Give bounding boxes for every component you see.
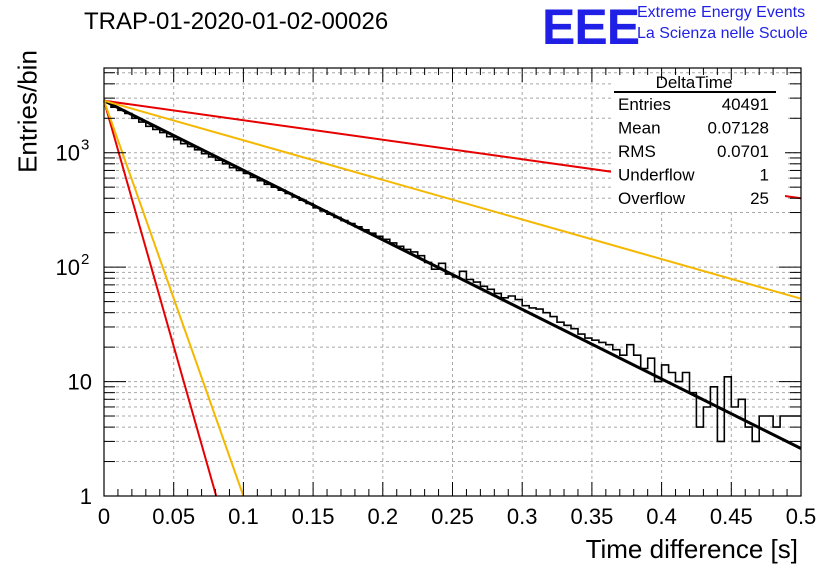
- x-tick-label: 0.15: [292, 504, 335, 529]
- x-tick-label: 0.45: [710, 504, 753, 529]
- x-tick-label: 0.5: [786, 504, 817, 529]
- fit-line-black: [103, 99, 802, 450]
- x-axis-label: Time difference [s]: [585, 534, 798, 564]
- stats-row-value: 0.0701: [717, 142, 769, 161]
- stats-box-title: DeltaTime: [656, 73, 733, 92]
- reference-line: [103, 100, 218, 497]
- x-tick-label: 0.3: [507, 504, 538, 529]
- reference-line: [103, 100, 245, 497]
- x-tick-label: 0.35: [570, 504, 613, 529]
- reference-line: [103, 99, 802, 300]
- y-tick-exponent: 3: [81, 137, 89, 154]
- x-tick-label: 0.1: [228, 504, 259, 529]
- stats-box-bg: [611, 80, 785, 212]
- x-tick-label: 0: [98, 504, 110, 529]
- logo-line-2: La Scienza nelle Scuole: [637, 25, 808, 42]
- x-tick-label: 0.4: [646, 504, 677, 529]
- y-axis-label: Entries/bin: [12, 50, 43, 173]
- axis-ticks: [103, 68, 802, 497]
- grid-lines: [104, 68, 801, 496]
- stats-row-value: 25: [750, 189, 769, 208]
- stats-box: DeltaTime Entries 40491 Mean 0.07128 RMS 0.070…: [611, 73, 785, 212]
- eee-logo: EEE: [542, 0, 640, 55]
- stats-row-value: 1: [760, 166, 769, 185]
- stats-row-label: Overflow: [618, 189, 686, 208]
- stats-row-label: RMS: [618, 142, 656, 161]
- y-tick-label: 10: [56, 141, 80, 166]
- stats-row-label: Mean: [618, 119, 661, 138]
- logo-line-1: Extreme Energy Events: [637, 4, 806, 21]
- stats-row-label: Entries: [618, 95, 671, 114]
- x-tick-label: 0.05: [152, 504, 195, 529]
- fit-curves: [103, 99, 802, 497]
- tick-labels: 0 0.05 0.1 0.15 0.2 0.25 0.3 0.35 0.4 0.45 0.5 1 10 1…: [56, 137, 817, 529]
- chart-title: TRAP-01-2020-01-02-00026: [84, 8, 389, 35]
- y-tick-exponent: 2: [81, 251, 89, 268]
- x-tick-label: 0.25: [431, 504, 474, 529]
- x-tick-label: 0.2: [368, 504, 399, 529]
- stats-row-value: 0.07128: [708, 119, 769, 138]
- y-tick-label: 1: [80, 484, 92, 509]
- y-tick-label: 10: [56, 255, 80, 280]
- y-tick-label: 10: [68, 370, 92, 395]
- stats-row-label: Underflow: [618, 166, 695, 185]
- stats-row-value: 40491: [722, 95, 769, 114]
